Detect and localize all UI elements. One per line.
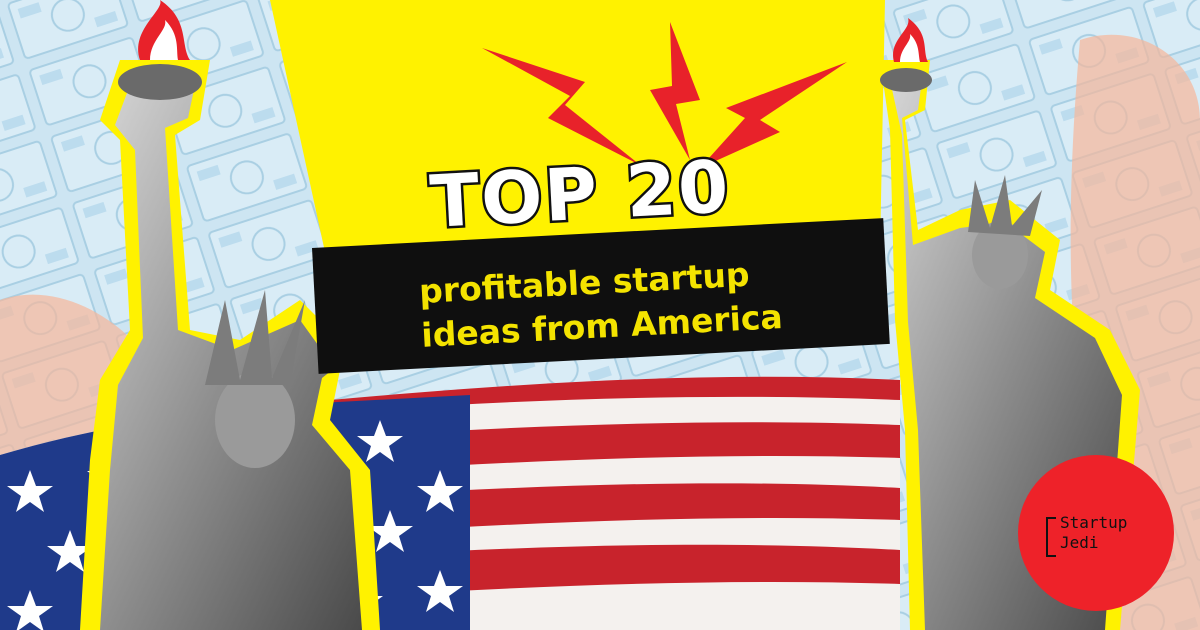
logo-bracket-icon [1046, 517, 1056, 557]
startup-jedi-logo: Startup Jedi [1018, 455, 1174, 611]
spotlight [270, 0, 885, 275]
left-statue [80, 0, 380, 630]
lightning-bolts [482, 22, 847, 168]
logo-line-2: Jedi [1060, 533, 1099, 552]
logo-line-1: Startup [1060, 513, 1128, 532]
logo-text: Startup Jedi [1060, 513, 1127, 553]
